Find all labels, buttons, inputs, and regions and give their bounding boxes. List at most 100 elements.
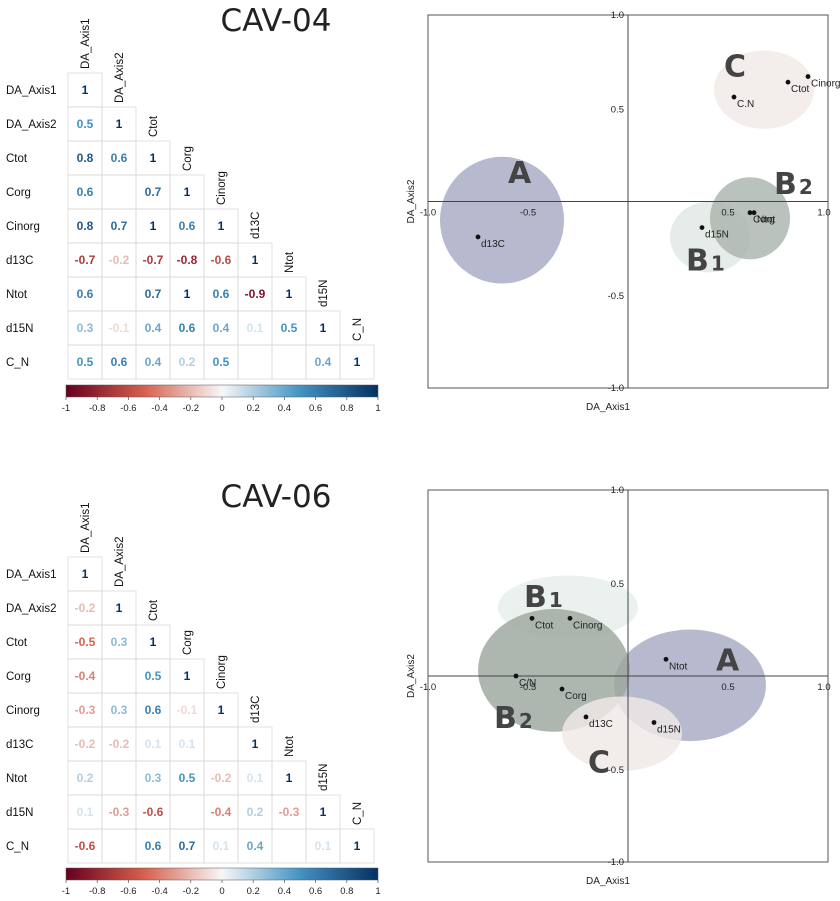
point-label: d15N	[705, 230, 729, 241]
colorbar-gradient	[66, 385, 378, 397]
corr-value: 0.1	[213, 839, 230, 853]
corr-value: -0.1	[177, 703, 198, 717]
corr-value: 0.2	[179, 355, 196, 369]
corr-cell	[271, 828, 307, 864]
colorbar-tick-label: 0.4	[278, 886, 291, 897]
colorbar-tick-label: 0.6	[309, 403, 322, 414]
corr-value: 1	[320, 805, 327, 819]
corr-cell	[169, 794, 205, 830]
x-tick-label: 1.0	[817, 682, 830, 693]
corr-value: 0.2	[247, 805, 264, 819]
title-cav-06: CAV-06	[221, 479, 332, 515]
colorbar-tick-label: 0.6	[309, 886, 322, 897]
corr-value: 1	[354, 355, 361, 369]
col-label-c_n: C_N	[352, 802, 364, 825]
colorbar-cav-04: -1 -0.8 -0.6 -0.4 -0.2 0 0.2 0.4 0.6 0.8 1	[62, 384, 381, 414]
corr-value: 0.7	[145, 287, 162, 301]
row-label-da_axis1: DA_Axis1	[6, 569, 57, 581]
row-label-d13c: d13C	[6, 255, 34, 267]
col-label-ctot: Ctot	[148, 599, 160, 621]
colorbar-cav-06: -1 -0.8 -0.6 -0.4 -0.2 0 0.2 0.4 0.6 0.8 1	[62, 867, 381, 897]
x-tick-label: 0.5	[721, 208, 734, 219]
corr-value: 0.8	[77, 219, 94, 233]
point-corg	[559, 686, 565, 692]
corr-value: -0.6	[143, 805, 164, 819]
corr-value: 0.6	[111, 151, 128, 165]
corr-value: 0.3	[111, 703, 128, 717]
corr-value: 0.5	[213, 355, 230, 369]
point-label: Corg	[565, 691, 587, 702]
row-label-da_axis2: DA_Axis2	[6, 603, 57, 615]
group-label-subscript: 1	[711, 252, 725, 276]
corr-value: 0.7	[179, 839, 196, 853]
corr-value: 0.1	[247, 321, 264, 335]
colorbar-tick-label: -0.6	[120, 886, 136, 897]
row-label-ctot: Ctot	[6, 153, 28, 165]
corr-value: 0.4	[213, 321, 230, 335]
da-plot-cav-06: -1.0 -0.5 0.5 1.0 1.0 0.5 -0.5 -1.0 DA_Axis1 DA_A…	[406, 485, 831, 887]
colorbar-tick-label: 1	[375, 886, 380, 897]
point-label: C/N	[519, 678, 536, 689]
corr-value: 0.5	[179, 771, 196, 785]
corr-cell	[101, 174, 137, 210]
da-plot-cav-04: -1.0 -0.5 0.5 1.0 1.0 0.5 -0.5 -1.0 DA_Axis1 DA_A…	[406, 10, 840, 413]
y-tick-label: -0.5	[608, 765, 624, 776]
row-label-cinorg: Cinorg	[6, 705, 40, 717]
corr-value: 0.1	[179, 737, 196, 751]
col-label-ctot: Ctot	[148, 115, 160, 137]
x-tick-label: -0.5	[520, 208, 536, 219]
corr-value: -0.2	[75, 601, 96, 615]
row-label-ntot: Ntot	[6, 289, 28, 301]
point-label: Ctot	[535, 620, 554, 631]
corr-value: 0.1	[145, 737, 162, 751]
corr-value: 1	[184, 669, 191, 683]
colorbar-tick-label: 1	[375, 403, 380, 414]
point-ctot	[529, 615, 535, 621]
row-label-da_axis1: DA_Axis1	[6, 85, 57, 97]
point-ntot	[751, 210, 757, 216]
corr-cell	[101, 658, 137, 694]
corr-value: 0.4	[145, 355, 162, 369]
corr-value: -0.5	[75, 635, 96, 649]
corr-value: -0.7	[75, 253, 96, 267]
colorbar-tick-label: -1	[62, 886, 70, 897]
corr-cell	[101, 276, 137, 312]
col-label-cinorg: Cinorg	[216, 655, 228, 689]
title-cav-04: CAV-04	[221, 3, 332, 39]
y-tick-label: 1.0	[611, 10, 624, 21]
point-d15n	[651, 720, 657, 725]
corr-value: 0.6	[213, 287, 230, 301]
corr-value: 1	[184, 287, 191, 301]
point-label: d15N	[657, 725, 681, 736]
point-ctot	[785, 79, 791, 85]
corr-cell	[237, 344, 273, 380]
col-label-d15n: d15N	[318, 764, 330, 792]
corr-value: 1	[218, 703, 225, 717]
corr-value: 0.4	[315, 355, 332, 369]
corr-value: -0.6	[75, 839, 96, 853]
group-label-c: C	[724, 50, 746, 85]
col-label-ntot: Ntot	[284, 251, 296, 273]
row-label-d13c: d13C	[6, 739, 34, 751]
group-ellipse-c	[714, 50, 814, 129]
point-label: Cinorg	[573, 620, 602, 631]
colorbar-tick-label: -0.2	[183, 403, 199, 414]
row-label-d15n: d15N	[6, 807, 34, 819]
corr-value: 1	[116, 601, 123, 615]
x-tick-label: -0.5	[520, 682, 536, 693]
row-label-corg: Corg	[6, 187, 31, 199]
row-label-ctot: Ctot	[6, 637, 28, 649]
col-label-ntot: Ntot	[284, 735, 296, 757]
col-label-d13c: d13C	[250, 696, 262, 724]
corr-value: 1	[82, 567, 89, 581]
corr-value: 1	[150, 151, 157, 165]
corr-value: 0.6	[179, 321, 196, 335]
row-label-c_n: C_N	[6, 841, 29, 853]
col-label-d15n: d15N	[318, 280, 330, 308]
point-d15n	[699, 225, 705, 231]
colorbar-tick-label: 0.2	[247, 886, 260, 897]
row-label-corg: Corg	[6, 671, 31, 683]
colorbar-tick-label: -0.4	[151, 886, 167, 897]
point-label: Corg	[753, 215, 775, 226]
